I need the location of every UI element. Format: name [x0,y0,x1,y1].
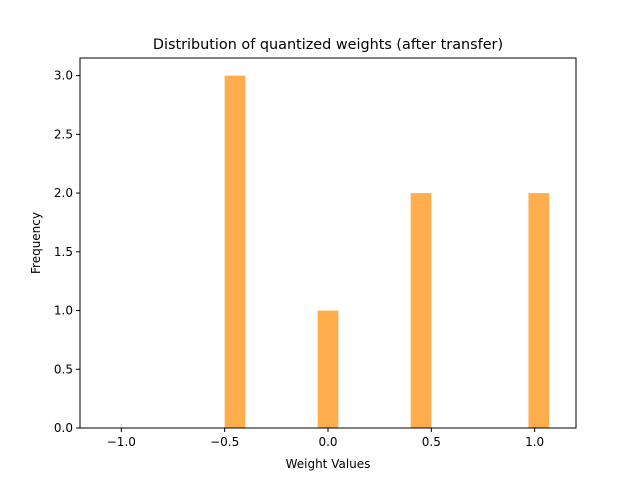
bars-layer [224,75,550,428]
plot-frame [79,57,577,429]
x-tick-label: 1.0 [525,435,544,449]
x-tick-label: 0.0 [318,435,337,449]
chart-title: Distribution of quantized weights (after… [153,37,503,53]
y-tick-label: 1.5 [54,245,73,259]
x-tick-label: −0.5 [210,435,239,449]
y-tick-label: 3.0 [54,69,73,83]
ticks-layer: −1.0 −0.5 0.0 0.5 1.0 0.0 0.5 1.0 1.5 2.0 2.5 3.0 [54,69,544,449]
histogram-bar [317,310,339,428]
histogram-bar [410,193,432,428]
x-tick-label: 0.5 [422,435,441,449]
y-tick-label: 0.5 [54,362,73,376]
y-axis-label: Frequency [29,212,43,274]
histogram-bar [224,75,246,428]
x-axis-label: Weight Values [286,457,371,471]
y-tick-label: 2.0 [54,186,73,200]
histogram-bar [528,193,550,428]
y-tick-label: 2.5 [54,127,73,141]
y-tick-label: 1.0 [54,304,73,318]
y-tick-label: 0.0 [54,421,73,435]
x-tick-label: −1.0 [107,435,136,449]
